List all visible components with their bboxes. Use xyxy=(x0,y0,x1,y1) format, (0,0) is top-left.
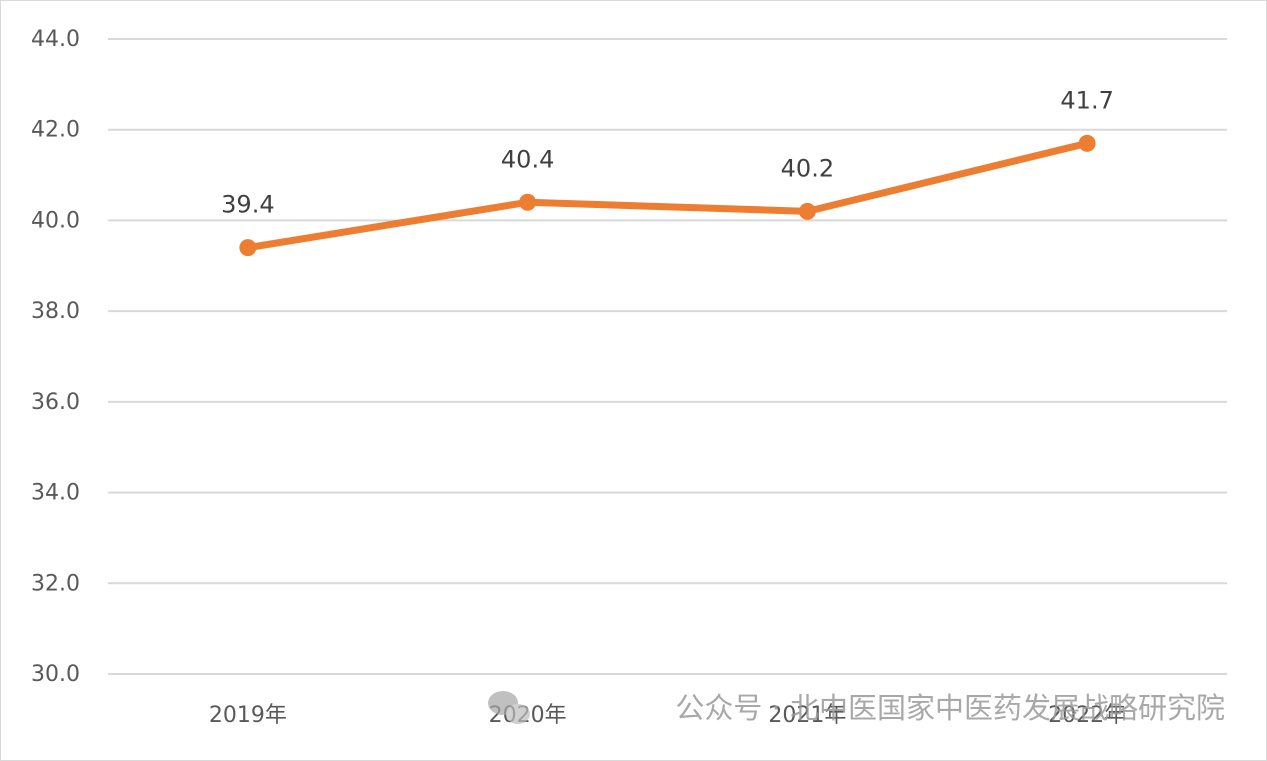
y-tick-label: 36.0 xyxy=(31,390,80,415)
y-tick-label: 38.0 xyxy=(31,299,80,324)
point xyxy=(239,239,257,257)
data-label: 40.4 xyxy=(501,145,554,173)
y-tick-label: 32.0 xyxy=(31,571,80,596)
icon-bubble xyxy=(506,704,530,724)
data-label: 40.2 xyxy=(781,154,834,182)
watermark: 公众号 · 北中医国家中医药发展战略研究院 xyxy=(675,691,1225,725)
x-tick-label: 2019年 xyxy=(209,703,287,728)
data-label: 39.4 xyxy=(221,191,274,219)
line xyxy=(247,139,1088,252)
x-tick-label: 2022年 xyxy=(1048,703,1126,728)
y-tick-label: 42.0 xyxy=(31,118,80,143)
watermark-icon xyxy=(488,691,530,724)
x-tick-label: 2021年 xyxy=(768,703,846,728)
data-label: 41.7 xyxy=(1060,86,1113,114)
y-tick-label: 40.0 xyxy=(31,208,80,233)
point xyxy=(798,202,816,220)
y-tick-label: 34.0 xyxy=(31,481,80,506)
y-tick-label: 44.0 xyxy=(31,27,80,52)
y-tick-label: 30.0 xyxy=(31,662,80,687)
point xyxy=(1078,134,1096,152)
point xyxy=(519,193,537,211)
